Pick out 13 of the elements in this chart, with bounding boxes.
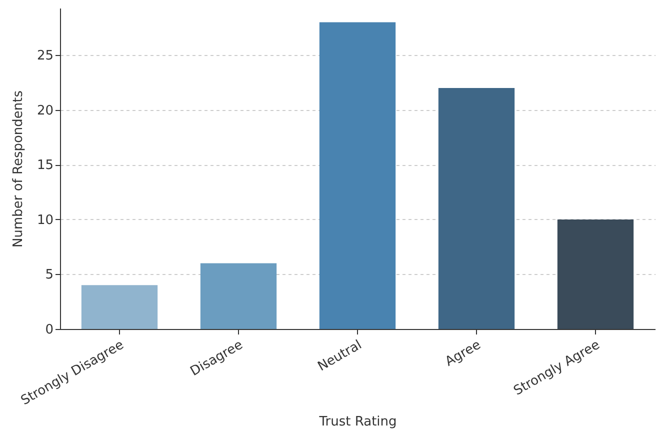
bar [200, 263, 277, 329]
bar [81, 285, 158, 329]
y-tick-label: 10 [36, 212, 54, 228]
y-axis-title: Number of Respondents [10, 90, 26, 248]
y-tick-label: 5 [45, 268, 54, 283]
bar [557, 219, 634, 329]
y-tick-label: 25 [36, 48, 54, 64]
y-tick-label: 20 [36, 103, 54, 118]
y-tick-label: 15 [36, 158, 54, 174]
x-axis-title: Trust Rating [318, 414, 397, 430]
bar [319, 22, 396, 329]
bar [438, 88, 515, 329]
y-tick-label: 0 [45, 322, 54, 338]
